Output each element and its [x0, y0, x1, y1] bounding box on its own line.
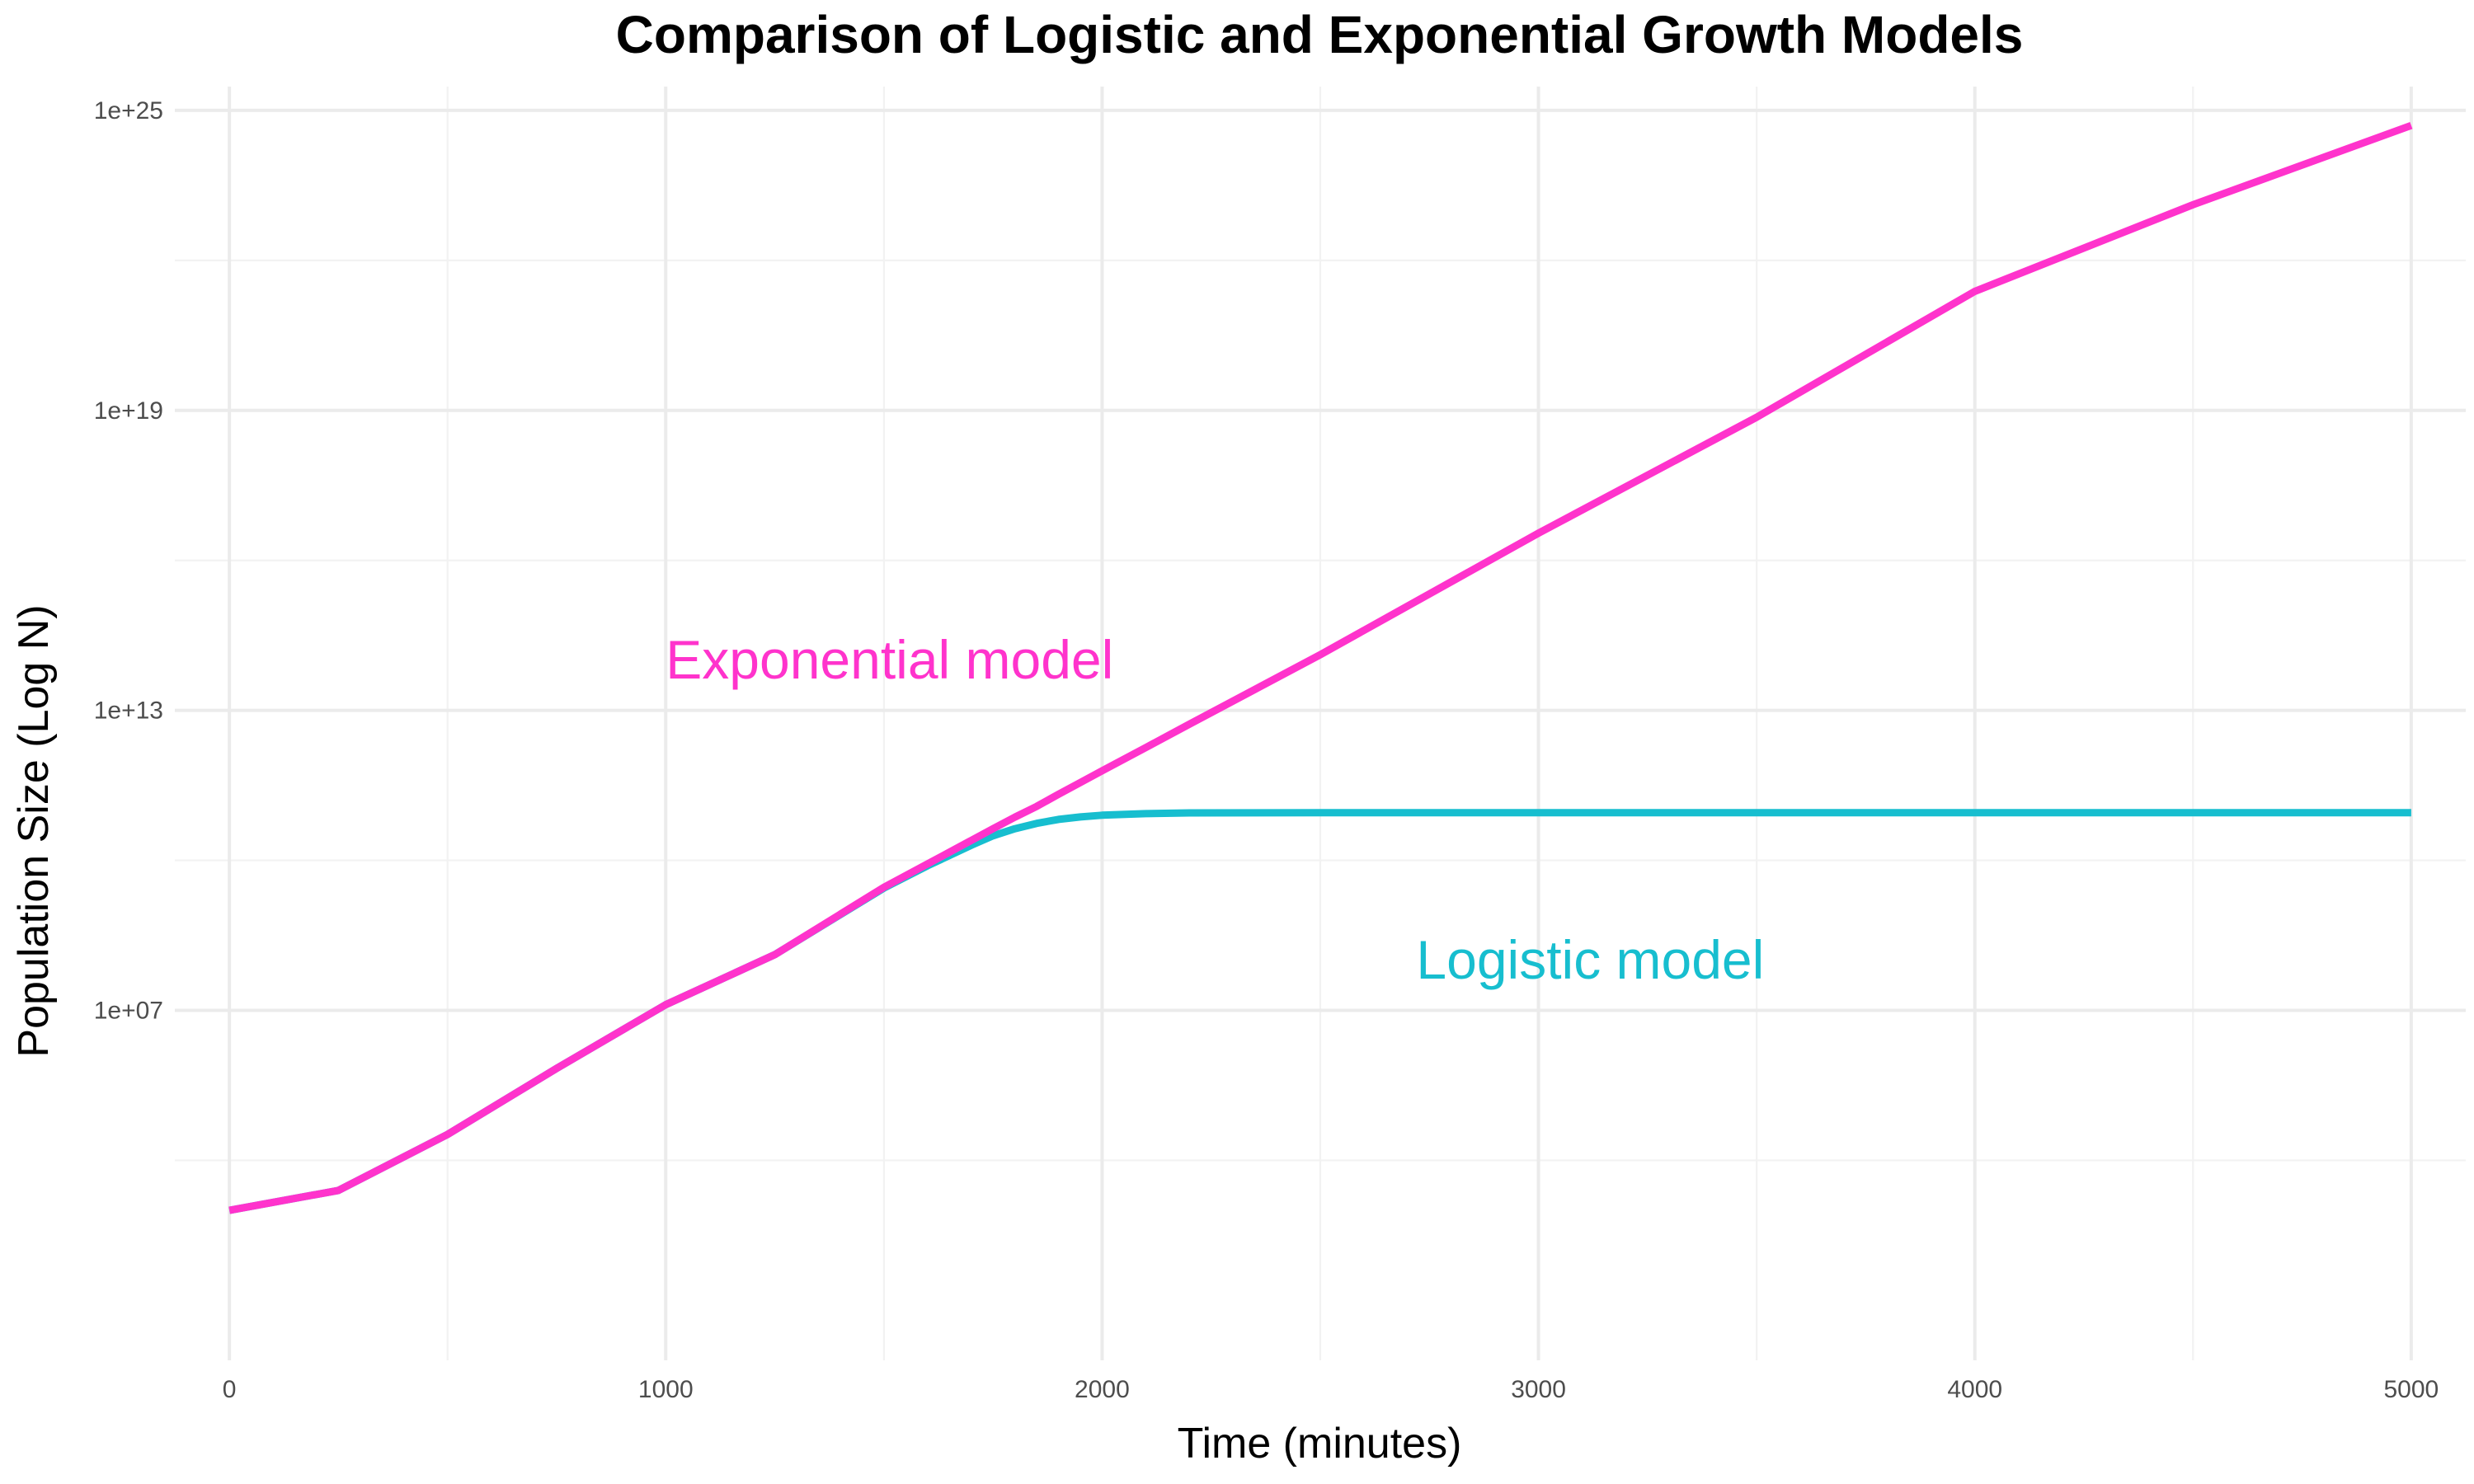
series-lines	[228, 121, 2413, 1214]
y-tick-label: 1e+19	[94, 397, 163, 425]
annotations: Exponential model Logistic model	[666, 629, 1764, 990]
tick-labels: 0 1000 2000 3000 4000 5000 1e+07 1e+13 1e+19 1e+2…	[94, 97, 2439, 1403]
y-tick-label: 1e+07	[94, 998, 163, 1025]
x-axis-title: Time (minutes)	[1178, 1420, 1462, 1468]
annotation-label: Exponential model	[666, 629, 1113, 690]
x-tick-label: 4000	[1947, 1376, 2002, 1403]
x-tick-label: 2000	[1075, 1376, 1130, 1403]
y-tick-label: 1e+25	[94, 97, 163, 124]
y-axis-title: Population Size (Log N)	[10, 604, 58, 1057]
y-tick-label: 1e+13	[94, 697, 163, 725]
x-tick-label: 0	[223, 1376, 237, 1403]
series-line-exponential-model	[228, 121, 2413, 1214]
grid	[175, 87, 2466, 1360]
x-tick-label: 3000	[1511, 1376, 1566, 1403]
x-tick-label: 1000	[638, 1376, 694, 1403]
annotation-label: Logistic model	[1416, 929, 1764, 990]
chart-title: Comparison of Logistic and Exponential G…	[616, 5, 2024, 64]
x-tick-label: 5000	[2383, 1376, 2439, 1403]
